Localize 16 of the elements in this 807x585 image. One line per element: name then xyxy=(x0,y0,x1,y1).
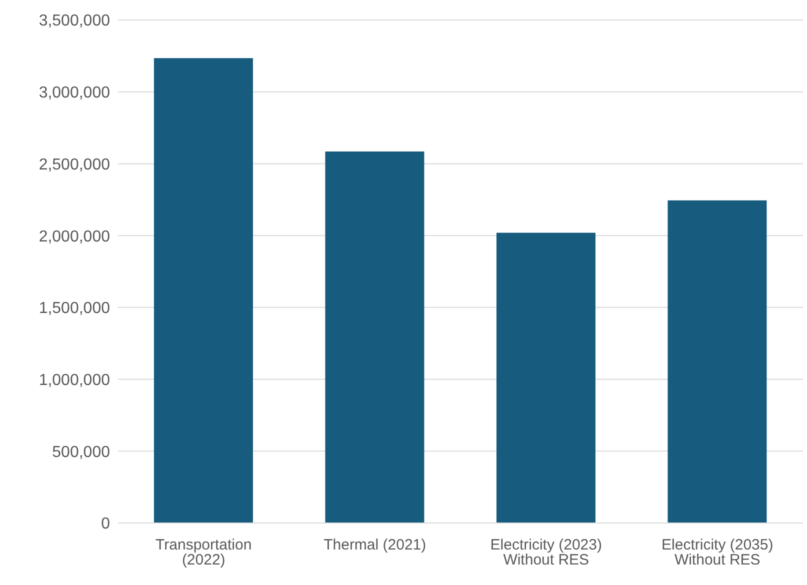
bar xyxy=(325,152,424,523)
bar xyxy=(154,58,253,523)
x-tick-label: Transportation (2022) xyxy=(156,536,252,569)
bar xyxy=(668,200,767,523)
y-tick-label: 3,500,000 xyxy=(38,12,110,30)
y-tick-label: 500,000 xyxy=(52,444,110,461)
y-tick-label: 2,000,000 xyxy=(38,228,110,246)
bar xyxy=(496,232,596,523)
x-tick-label: Electricity (2023) Without RES xyxy=(490,536,602,569)
y-tick-label: 2,500,000 xyxy=(38,156,110,174)
x-tick-label: Electricity (2035) Without RES xyxy=(662,536,774,569)
y-tick-label: 0 xyxy=(101,516,110,533)
y-tick-label: 1,000,000 xyxy=(38,372,110,389)
y-tick-label: 3,000,000 xyxy=(38,84,110,102)
x-tick-label: Thermal (2021) xyxy=(324,536,426,554)
y-tick-label: 1,500,000 xyxy=(38,300,110,318)
